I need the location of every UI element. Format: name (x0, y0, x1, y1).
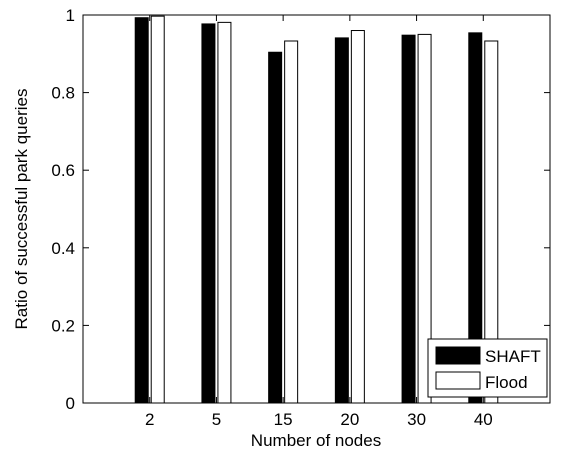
x-tick-label: 5 (212, 410, 221, 429)
bar-flood-20 (350, 30, 365, 404)
y-axis-ticks: 0 0.2 0.4 0.6 0.8 1 (51, 6, 550, 413)
x-tick-label: 2 (145, 410, 154, 429)
y-tick-label: 0.6 (51, 161, 75, 180)
bar-shaft-20 (334, 37, 349, 404)
legend: SHAFT Flood (427, 338, 548, 398)
y-tick-label: 0.2 (51, 316, 75, 335)
x-tick-label: 30 (407, 410, 426, 429)
bar-shaft-15 (268, 51, 283, 404)
y-tick-label: 1 (66, 6, 75, 25)
bar-shaft-30 (401, 34, 416, 404)
legend-swatch-flood (435, 371, 481, 390)
x-tick-label: 20 (340, 410, 359, 429)
x-tick-label: 40 (474, 410, 493, 429)
legend-label-shaft: SHAFT (485, 347, 541, 366)
bar-flood-5 (217, 21, 232, 404)
x-tick-label: 15 (274, 410, 293, 429)
bar-flood-15 (284, 40, 299, 404)
legend-label-flood: Flood (485, 373, 528, 392)
bar-shaft-2 (134, 17, 149, 404)
y-tick-label: 0.4 (51, 239, 75, 258)
y-tick-label: 0 (66, 394, 75, 413)
y-axis-title: Ratio of successful park queries (12, 89, 31, 330)
bar-shaft-5 (201, 23, 216, 404)
plot-area-frame (82, 14, 551, 404)
y-tick-label: 0.8 (51, 84, 75, 103)
bar-flood-2 (150, 15, 165, 404)
x-axis-ticks: 2 5 15 20 30 40 (145, 15, 493, 429)
x-axis-title: Number of nodes (251, 431, 381, 450)
legend-swatch-shaft (435, 346, 481, 365)
bars-group (134, 15, 499, 404)
